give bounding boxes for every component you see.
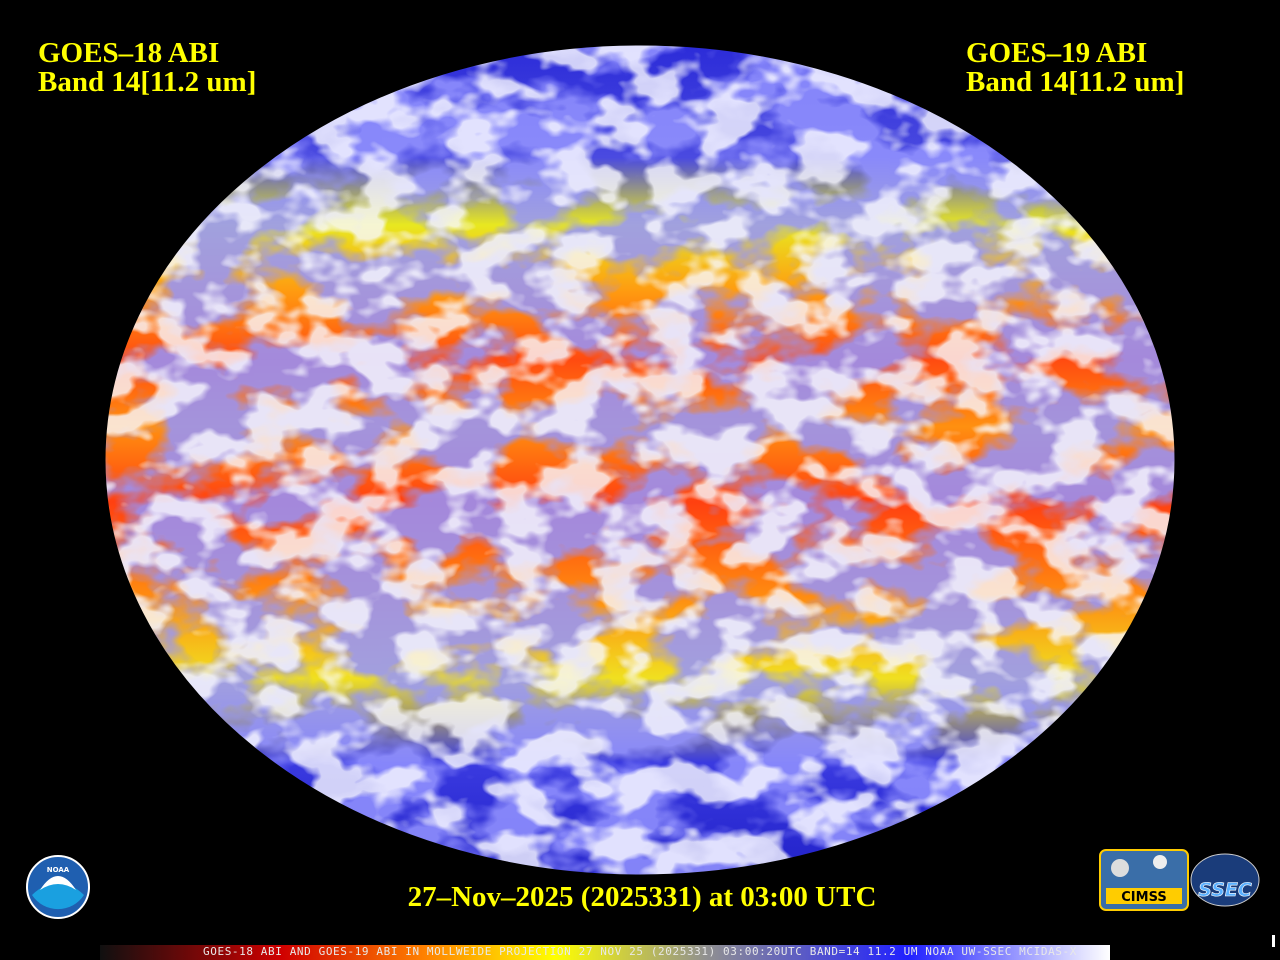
- noaa-text: NOAA: [47, 866, 70, 874]
- right-title: GOES–19 ABI: [966, 37, 1147, 69]
- right-band: Band 14[11.2 um]: [966, 66, 1184, 98]
- color-bar: [100, 945, 1110, 960]
- cimss-logo: CIMSS: [1099, 849, 1189, 911]
- globe-outline: [104, 44, 1176, 876]
- left-title: GOES–18 ABI: [38, 37, 219, 69]
- left-band: Band 14[11.2 um]: [38, 66, 256, 98]
- caption: GOES-18 ABI AND GOES-19 ABI IN MOLLWEIDE…: [203, 945, 1077, 958]
- satellite-image: [105, 45, 1175, 875]
- noaa-logo: NOAA: [26, 855, 90, 919]
- ssec-text: SSEC: [1198, 879, 1252, 901]
- marker: [1272, 935, 1275, 947]
- timestamp: 27–Nov–2025 (2025331) at 03:00 UTC: [408, 881, 877, 913]
- cimss-text: CIMSS: [1121, 890, 1166, 905]
- ssec-logo: SSEC: [1190, 853, 1260, 907]
